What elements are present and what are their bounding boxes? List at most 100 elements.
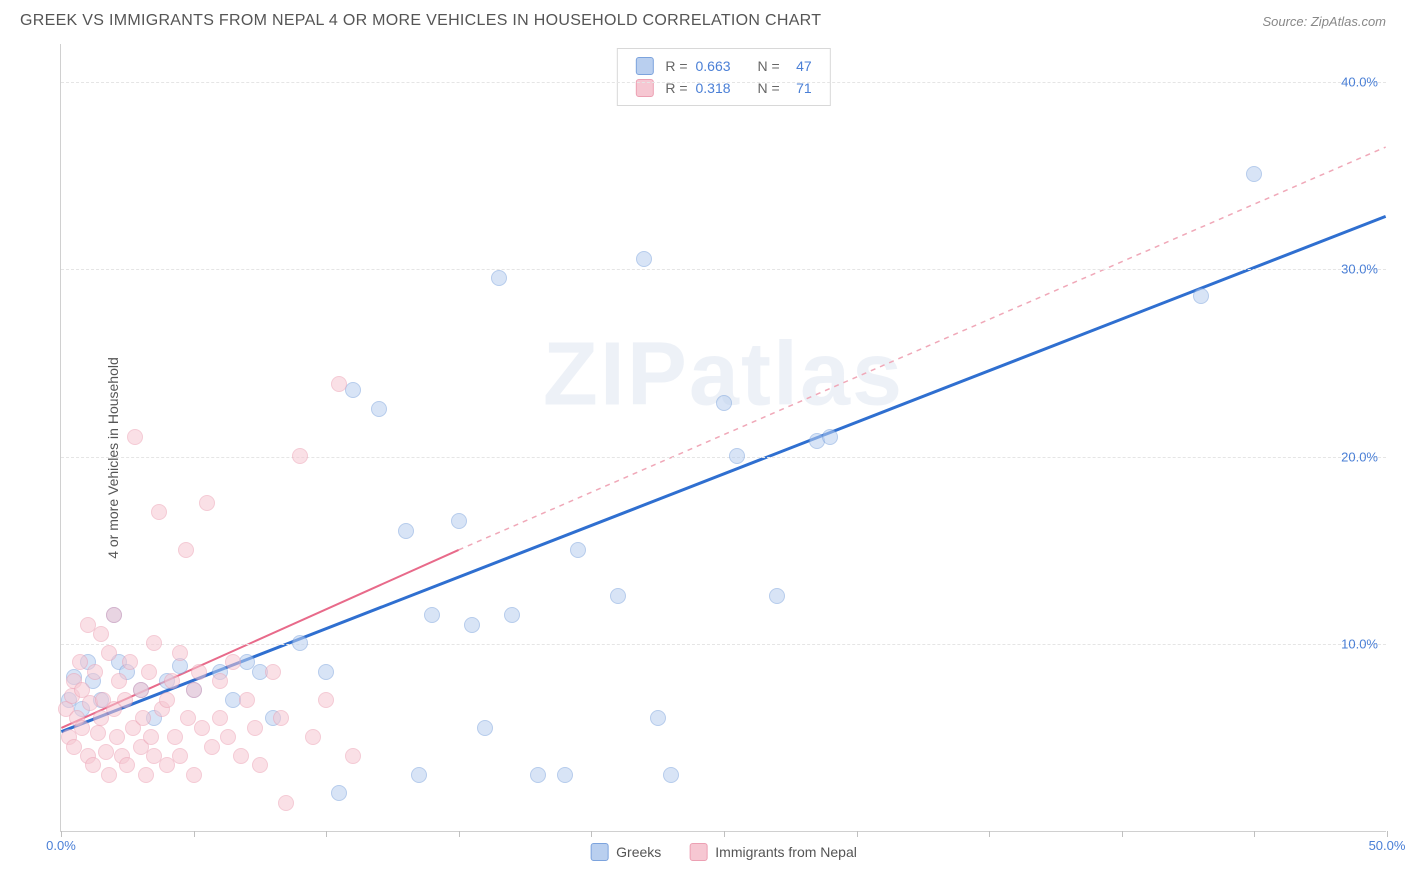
y-tick-label: 10.0%: [1341, 637, 1378, 652]
data-point: [172, 645, 188, 661]
data-point: [74, 720, 90, 736]
data-point: [318, 692, 334, 708]
data-point: [119, 757, 135, 773]
legend-item: Immigrants from Nepal: [689, 843, 857, 861]
y-tick-label: 30.0%: [1341, 262, 1378, 277]
x-tick-mark: [459, 831, 460, 837]
data-point: [141, 664, 157, 680]
data-point: [151, 504, 167, 520]
data-point: [530, 767, 546, 783]
data-point: [117, 692, 133, 708]
stat-n-label: N =: [758, 58, 780, 74]
gridline: [61, 82, 1386, 83]
x-tick-mark: [1122, 831, 1123, 837]
series-legend: Greeks Immigrants from Nepal: [590, 843, 857, 861]
data-point: [477, 720, 493, 736]
legend-label: Greeks: [616, 844, 661, 860]
data-point: [172, 748, 188, 764]
data-point: [424, 607, 440, 623]
data-point: [159, 692, 175, 708]
data-point: [557, 767, 573, 783]
data-point: [138, 767, 154, 783]
data-point: [318, 664, 334, 680]
data-point: [1193, 288, 1209, 304]
legend-swatch: [590, 843, 608, 861]
data-point: [93, 626, 109, 642]
data-point: [72, 654, 88, 670]
data-point: [204, 739, 220, 755]
data-point: [186, 682, 202, 698]
data-point: [239, 692, 255, 708]
data-point: [247, 720, 263, 736]
data-point: [464, 617, 480, 633]
chart-title: GREEK VS IMMIGRANTS FROM NEPAL 4 OR MORE…: [20, 12, 821, 30]
data-point: [233, 748, 249, 764]
data-point: [371, 401, 387, 417]
source-attribution: Source: ZipAtlas.com: [1262, 14, 1386, 29]
data-point: [729, 448, 745, 464]
x-tick-mark: [724, 831, 725, 837]
stat-n-value: 47: [788, 58, 812, 74]
data-point: [143, 729, 159, 745]
stats-row: R =0.663N =47: [635, 55, 811, 77]
legend-swatch: [689, 843, 707, 861]
data-point: [122, 654, 138, 670]
data-point: [769, 588, 785, 604]
data-point: [252, 757, 268, 773]
data-point: [194, 720, 210, 736]
series-swatch: [635, 57, 653, 75]
x-tick-label: 50.0%: [1369, 838, 1406, 853]
data-point: [822, 429, 838, 445]
x-tick-mark: [857, 831, 858, 837]
data-point: [265, 664, 281, 680]
data-point: [178, 542, 194, 558]
trend-line: [61, 216, 1385, 731]
data-point: [663, 767, 679, 783]
x-tick-mark: [1387, 831, 1388, 837]
data-point: [212, 710, 228, 726]
x-tick-mark: [1254, 831, 1255, 837]
x-tick-label: 0.0%: [46, 838, 76, 853]
x-tick-mark: [591, 831, 592, 837]
stats-legend-box: R =0.663N =47R =0.318N =71: [616, 48, 830, 106]
data-point: [331, 785, 347, 801]
data-point: [716, 395, 732, 411]
y-tick-label: 20.0%: [1341, 449, 1378, 464]
stats-row: R =0.318N =71: [635, 77, 811, 99]
data-point: [504, 607, 520, 623]
data-point: [109, 729, 125, 745]
data-point: [305, 729, 321, 745]
data-point: [636, 251, 652, 267]
data-point: [146, 635, 162, 651]
data-point: [90, 725, 106, 741]
x-tick-mark: [989, 831, 990, 837]
data-point: [191, 664, 207, 680]
gridline: [61, 644, 1386, 645]
chart-area: 4 or more Vehicles in Household ZIPatlas…: [20, 44, 1386, 872]
data-point: [331, 376, 347, 392]
header: GREEK VS IMMIGRANTS FROM NEPAL 4 OR MORE…: [0, 0, 1406, 38]
data-point: [111, 673, 127, 689]
data-point: [491, 270, 507, 286]
data-point: [127, 429, 143, 445]
data-point: [87, 664, 103, 680]
data-point: [98, 744, 114, 760]
data-point: [225, 654, 241, 670]
data-point: [101, 645, 117, 661]
data-point: [199, 495, 215, 511]
trend-lines-layer: [61, 44, 1386, 831]
data-point: [292, 635, 308, 651]
data-point: [610, 588, 626, 604]
data-point: [186, 767, 202, 783]
data-point: [273, 710, 289, 726]
data-point: [278, 795, 294, 811]
data-point: [451, 513, 467, 529]
x-tick-mark: [61, 831, 62, 837]
data-point: [164, 673, 180, 689]
x-tick-mark: [326, 831, 327, 837]
data-point: [220, 729, 236, 745]
data-point: [411, 767, 427, 783]
data-point: [133, 682, 149, 698]
data-point: [292, 448, 308, 464]
legend-item: Greeks: [590, 843, 661, 861]
